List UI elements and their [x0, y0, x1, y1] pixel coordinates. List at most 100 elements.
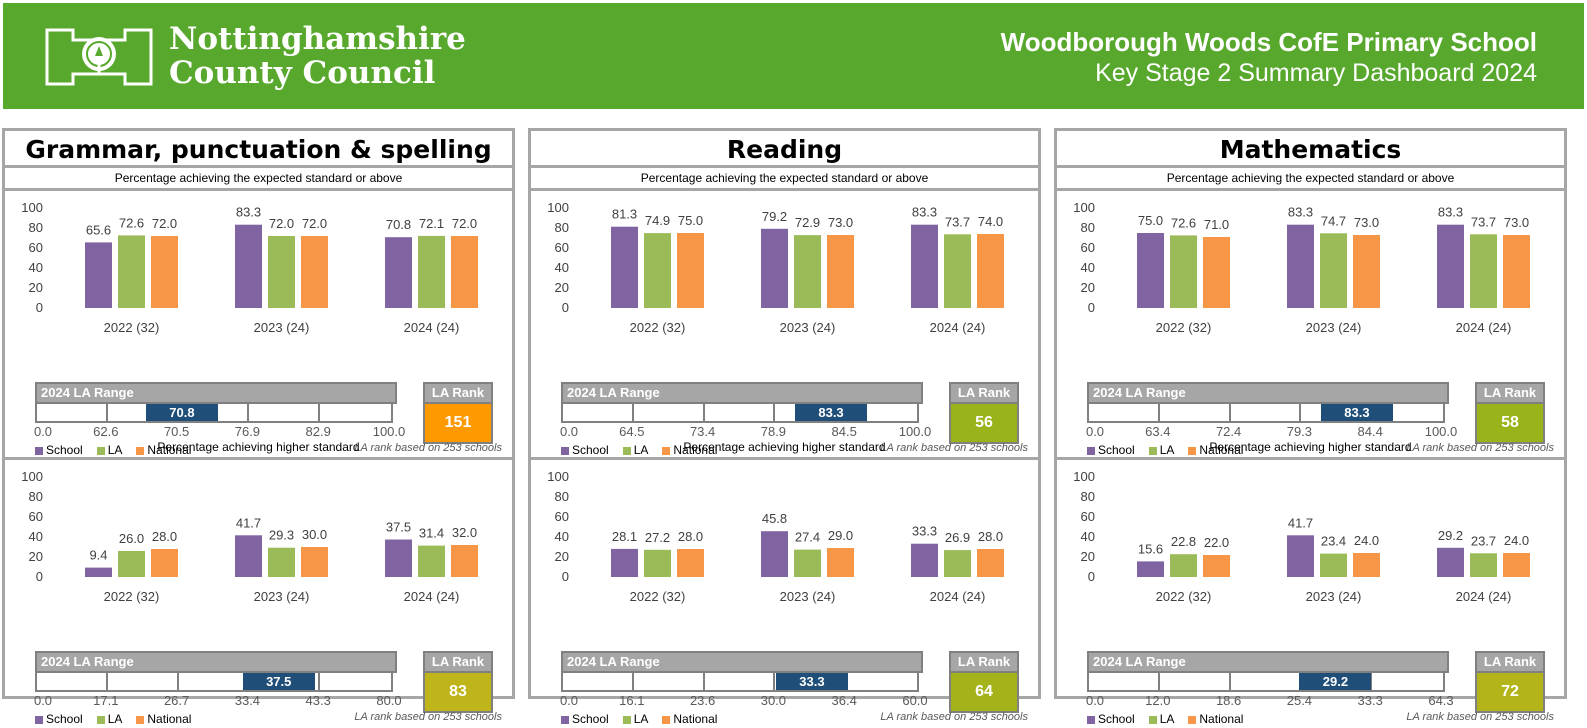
- y-tick-label: 100: [1073, 469, 1095, 484]
- la-rank-value: 58: [1475, 402, 1545, 444]
- data-label: 75.0: [1138, 213, 1163, 228]
- x-tick-label: 2022 (32): [1156, 589, 1212, 604]
- y-tick-label: 80: [29, 489, 43, 504]
- la-range-bar: 37.5: [35, 671, 393, 692]
- data-label: 72.0: [302, 216, 327, 231]
- data-label: 83.3: [236, 205, 261, 220]
- legend-swatch: [35, 446, 43, 455]
- chart-svg: 0 20 40 60 80 100 28.1 27.2 28.0 2022 (32) 45.8 27.…: [547, 469, 1004, 604]
- data-label: 29.2: [1438, 528, 1463, 543]
- bar-school: [611, 226, 638, 308]
- org-name-line1: Nottinghamshire: [169, 21, 466, 57]
- header-banner: Nottinghamshire County Council Woodborou…: [3, 3, 1584, 109]
- range-tick-label: 100.0: [1424, 424, 1458, 439]
- bar-national: [1353, 235, 1380, 308]
- tree-emblem-icon: [45, 28, 153, 86]
- bar-la: [118, 235, 145, 308]
- range-segment: [1160, 404, 1231, 421]
- legend-swatch: [622, 715, 631, 724]
- x-tick-label: 2022 (32): [630, 320, 686, 335]
- y-tick-label: 60: [555, 240, 569, 255]
- bar-la: [268, 547, 295, 577]
- data-label: 81.3: [612, 207, 637, 222]
- legend-item: School: [35, 712, 83, 726]
- range-segment: [249, 673, 321, 690]
- x-tick-label: 2023 (24): [1306, 320, 1362, 335]
- legend-swatch: [136, 446, 145, 455]
- bar-school: [385, 539, 412, 577]
- panel-mathematics: Mathematics Percentage achieving the exp…: [1054, 128, 1567, 726]
- x-tick-label: 2024 (24): [1456, 320, 1512, 335]
- school-value-marker: 37.5: [242, 673, 315, 690]
- rank-note: LA rank based on 253 schools: [880, 711, 1028, 723]
- x-tick-label: 2022 (32): [630, 589, 686, 604]
- data-label: 24.0: [1504, 533, 1529, 548]
- range-ticks: 0.0 64.5 73.4 78.9 84.5 100.0: [560, 424, 931, 440]
- bar-chart: 0 20 40 60 80 100 9.4 26.0 28.0 2022 (32) 41.7 29.3…: [15, 467, 505, 607]
- legend-label: LA: [1159, 712, 1175, 726]
- y-tick-label: 40: [555, 260, 569, 275]
- y-tick-label: 0: [36, 300, 43, 315]
- range-ticks: 0.0 17.1 26.7 33.4 43.3 80.0: [34, 693, 402, 709]
- bar-chart: 0 20 40 60 80 100 15.6 22.8 22.0 2022 (32) 41.7 23.…: [1067, 467, 1557, 607]
- data-label: 70.8: [386, 217, 411, 232]
- y-tick-label: 60: [29, 240, 43, 255]
- legend-label: School: [572, 712, 609, 726]
- data-label: 28.0: [978, 529, 1003, 544]
- y-tick-label: 100: [1073, 200, 1095, 215]
- bar-school: [1287, 224, 1314, 308]
- data-label: 72.9: [795, 215, 820, 230]
- bar-national: [1503, 235, 1530, 308]
- bar-la: [1320, 233, 1347, 308]
- org-name-line2: County Council: [169, 55, 436, 91]
- panel-reading: Reading Percentage achieving the expecte…: [528, 128, 1041, 726]
- bar-national: [977, 234, 1004, 308]
- bar-national: [451, 545, 478, 577]
- y-tick-label: 80: [1081, 489, 1095, 504]
- range-segment: [179, 404, 250, 421]
- range-tick-label: 25.4: [1286, 693, 1313, 708]
- subject-title: Reading: [531, 131, 1038, 168]
- legend-item: National: [136, 712, 191, 726]
- bar-school: [85, 242, 112, 308]
- legend-swatch: [662, 446, 671, 455]
- section-label: Percentage achieving the expected standa…: [5, 168, 512, 191]
- data-label: 23.7: [1471, 533, 1496, 548]
- y-tick-label: 40: [1081, 260, 1095, 275]
- range-segment: [249, 404, 321, 421]
- legend-label: School: [1098, 712, 1135, 726]
- bar-school: [235, 224, 262, 308]
- x-tick-label: 2023 (24): [254, 320, 310, 335]
- y-tick-label: 60: [1081, 509, 1095, 524]
- rank-note: LA rank based on 253 schools: [1406, 711, 1554, 723]
- range-tick-label: 23.6: [689, 693, 716, 708]
- data-label: 83.3: [1288, 205, 1313, 220]
- legend-item: LA: [622, 712, 649, 726]
- panel-gps: Grammar, punctuation & spelling Percenta…: [2, 128, 515, 726]
- bar-la: [1170, 235, 1197, 308]
- bar-national: [827, 548, 854, 577]
- range-ticks: 0.0 63.4 72.4 79.3 84.4 100.0: [1086, 424, 1457, 440]
- school-value-marker: 83.3: [795, 404, 868, 421]
- data-label: 41.7: [1288, 515, 1313, 530]
- legend-label: LA: [633, 712, 649, 726]
- rank-title: LA Rank: [423, 651, 493, 673]
- section-label: Percentage achieving the expected standa…: [531, 168, 1038, 191]
- legend-label: LA: [107, 712, 123, 726]
- rank-title: LA Rank: [423, 382, 493, 404]
- rank-note: LA rank based on 253 schools: [354, 711, 502, 723]
- chart-legend: School LA National: [1087, 712, 1257, 728]
- bar-school: [1137, 561, 1164, 577]
- la-range-bar: 83.3: [561, 402, 919, 423]
- chart-legend: School LA National: [35, 712, 205, 728]
- range-tick-label: 82.9: [305, 424, 331, 439]
- rank-title: LA Rank: [949, 651, 1019, 673]
- rank-note: LA rank based on 253 schools: [880, 442, 1028, 454]
- section-label: Percentage achieving higher standard: [5, 437, 512, 460]
- range-tick-label: 64.3: [1428, 693, 1454, 708]
- y-tick-label: 40: [555, 529, 569, 544]
- bar-national: [977, 549, 1004, 577]
- range-title: 2024 LA Range: [561, 382, 923, 404]
- legend-label: National: [673, 712, 718, 726]
- legend-label: National: [1199, 443, 1244, 457]
